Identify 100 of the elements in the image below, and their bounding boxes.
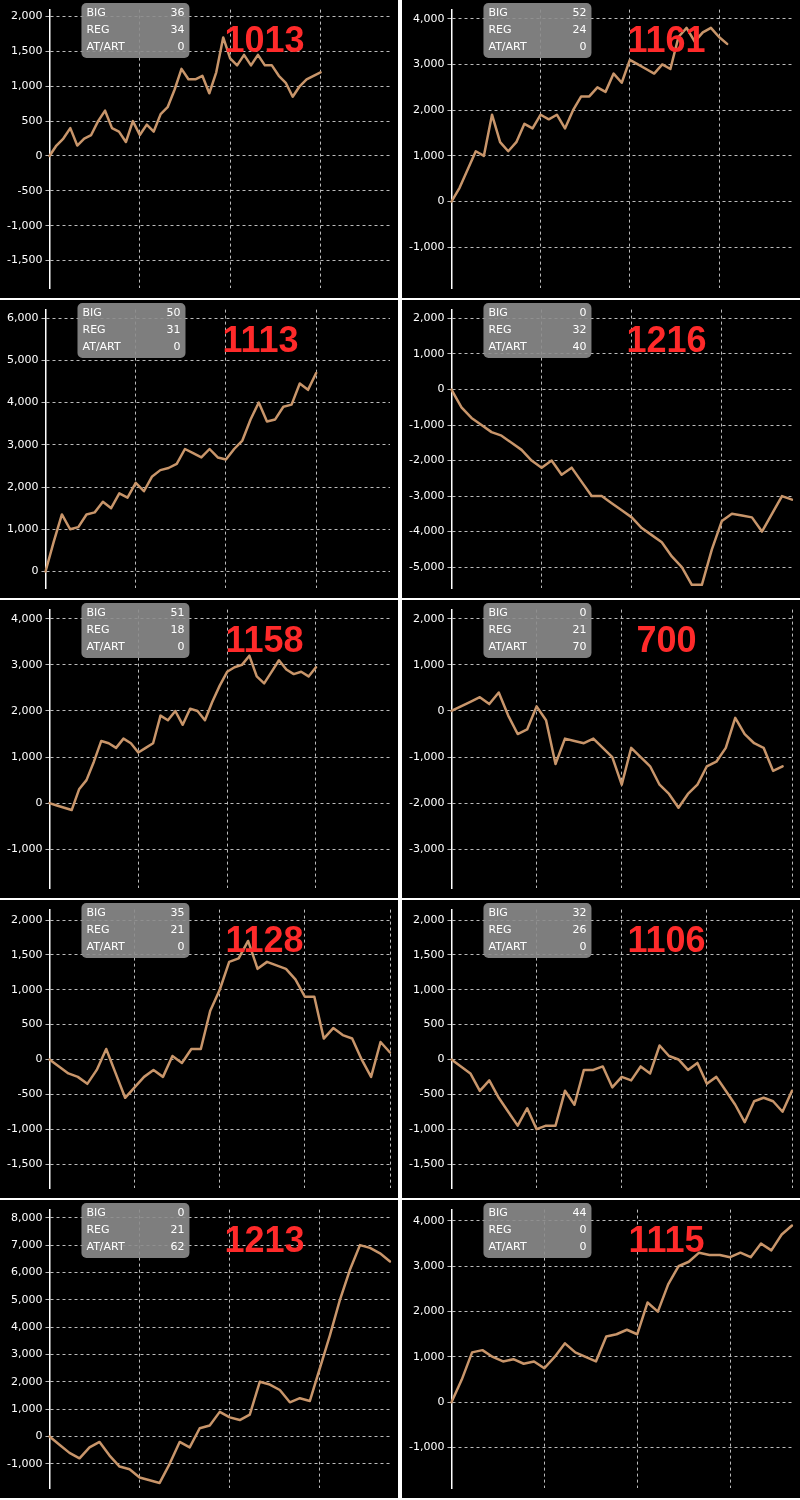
chart-title: 700 [636,618,697,660]
annotation: 0 [579,1223,587,1237]
annotation: 44 [572,1206,587,1220]
annotation: REG [488,623,512,637]
annotation: 31 [166,323,181,337]
annotation: AT/ART [82,340,121,354]
chart-title: 1113 [222,318,299,360]
y-tick-label: 4,000 [412,11,445,25]
y-tick-label: 4,000 [412,1213,445,1227]
y-tick-label: -1,000 [6,842,43,856]
y-tick-label: 1,500 [412,947,445,961]
y-tick-label: 2,000 [10,9,43,23]
y-tick-label: 6,000 [10,1265,43,1279]
annotation: AT/ART [86,1240,125,1254]
annotation: AT/ART [488,40,527,54]
chart-title: 1106 [627,918,706,960]
annotation: AT/ART [86,640,125,654]
y-tick-label: 3,000 [6,437,39,451]
annotation: REG [488,1223,512,1237]
y-tick-label: 500 [21,113,43,127]
y-tick-label: 6,000 [6,310,39,324]
y-tick-label: -1,000 [6,1456,43,1470]
annotation: 0 [177,940,185,954]
annotation: 21 [170,923,185,937]
annotation: REG [488,923,512,937]
y-tick-label: 1,000 [10,1401,43,1415]
chart-title: 1213 [224,1218,305,1260]
y-tick-label: 500 [21,1017,43,1031]
y-tick-label: -1,500 [408,1156,445,1170]
y-tick-label: 3,000 [412,1259,445,1273]
y-tick-label: 1,000 [10,749,43,763]
y-tick-label: -1,500 [6,253,43,267]
y-tick-label: 3,000 [10,1347,43,1361]
y-tick-label: 2,000 [412,103,445,117]
y-tick-label: 1,500 [10,947,43,961]
annotation: REG [488,23,512,37]
annotation: REG [86,1223,110,1237]
annotation: BIG [86,606,106,620]
y-tick-label: -1,500 [6,1156,43,1170]
y-tick-label: -500 [17,183,43,197]
y-tick-label: -1,000 [408,1440,445,1454]
y-tick-label: 0 [437,1052,445,1066]
annotation: 0 [579,40,587,54]
annotation: 34 [170,23,185,37]
annotation: 51 [170,606,185,620]
y-tick-label: -2,000 [408,796,445,810]
annotation: 35 [170,906,185,920]
y-tick-label: -1,000 [408,749,445,763]
annotation: REG [86,23,110,37]
y-tick-label: 1,000 [6,522,39,536]
y-tick-label: -3,000 [408,488,445,502]
annotation: 21 [170,1223,185,1237]
chart-title: 1013 [224,18,305,60]
y-tick-label: 500 [423,1017,445,1031]
annotation: 62 [170,1240,185,1254]
annotation: REG [82,323,106,337]
annotation: REG [86,623,110,637]
annotation: AT/ART [488,1240,527,1254]
y-tick-label: 1,000 [10,79,43,93]
y-tick-label: 5,000 [10,1292,43,1306]
y-tick-label: 4,000 [6,395,39,409]
y-tick-label: 0 [35,148,43,162]
y-tick-label: 0 [35,1429,43,1443]
y-tick-label: 2,000 [10,1374,43,1388]
y-tick-label: -500 [419,1087,445,1101]
y-tick-label: 5,000 [6,353,39,367]
y-tick-label: 1,500 [10,44,43,58]
annotation: REG [86,923,110,937]
y-tick-label: 7,000 [10,1237,43,1251]
y-tick-label: 2,000 [412,611,445,625]
y-tick-label: 2,000 [412,311,445,325]
annotation: 70 [572,640,587,654]
annotation: BIG [488,1206,508,1220]
y-tick-label: -4,000 [408,524,445,538]
y-tick-label: -500 [17,1087,43,1101]
annotation: 24 [572,23,587,37]
y-tick-label: 0 [437,703,445,717]
y-tick-label: 1,000 [412,346,445,360]
annotation: AT/ART [488,340,527,354]
y-tick-label: -1,000 [6,218,43,232]
y-tick-label: 0 [437,194,445,208]
annotation: 0 [579,606,587,620]
annotation: 50 [166,306,181,320]
annotation: 52 [572,6,587,20]
y-tick-label: 0 [31,564,39,578]
y-tick-label: -2,000 [408,453,445,467]
y-tick-label: 4,000 [10,611,43,625]
chart-title: 1158 [225,618,304,660]
y-tick-label: 0 [437,382,445,396]
annotation: REG [488,323,512,337]
y-tick-label: 3,000 [10,657,43,671]
chart-title: 1115 [628,1218,705,1260]
annotation: BIG [488,6,508,20]
annotation: 0 [579,306,587,320]
y-tick-label: -1,000 [6,1122,43,1136]
y-tick-label: 1,000 [412,1349,445,1363]
annotation: 32 [572,906,587,920]
y-tick-label: 2,000 [412,912,445,926]
y-tick-label: 2,000 [6,479,39,493]
y-tick-label: 1,000 [412,657,445,671]
